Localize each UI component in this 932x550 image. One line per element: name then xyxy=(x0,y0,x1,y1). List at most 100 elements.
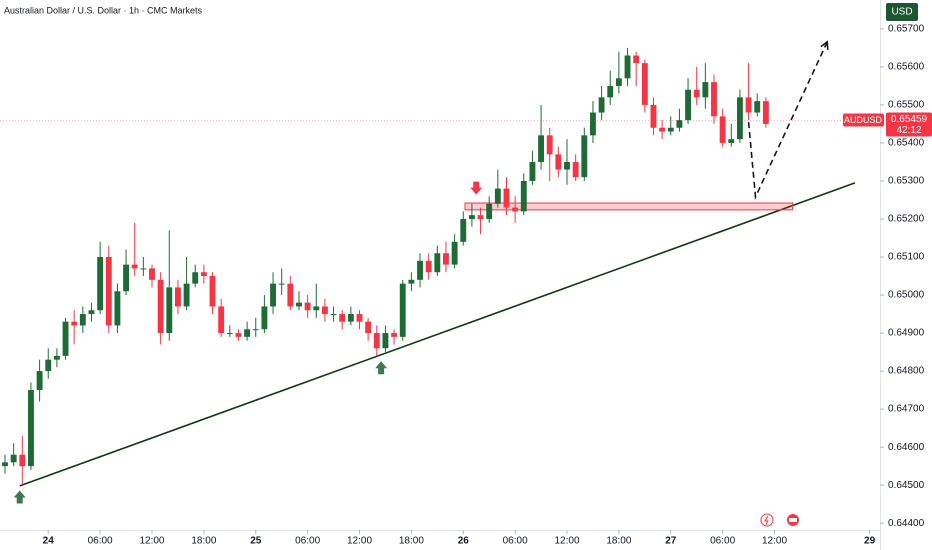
candle-body xyxy=(278,283,285,285)
y-tick-label: 0.64600 xyxy=(888,442,925,453)
icon xyxy=(760,513,774,527)
x-tick-label: 06:00 xyxy=(295,536,320,547)
candle-body xyxy=(503,188,510,208)
icon xyxy=(764,515,769,526)
candle-body xyxy=(149,268,155,280)
candle-body xyxy=(520,180,527,212)
symbol-tag xyxy=(843,113,884,127)
x-tick-label: 26 xyxy=(458,536,470,547)
candle-body xyxy=(512,207,519,212)
candle-body xyxy=(676,120,683,128)
chart-title: Australian Dollar / U.S. Dollar · 1h · C… xyxy=(4,5,203,15)
candle-body xyxy=(468,215,475,219)
arrow xyxy=(375,361,388,375)
y-tick-label: 0.65700 xyxy=(888,24,925,35)
candle-body xyxy=(209,276,216,307)
candle-body xyxy=(114,291,121,326)
candle-body xyxy=(451,241,458,265)
candle-body xyxy=(347,314,354,322)
candle-body xyxy=(736,97,743,140)
projection xyxy=(747,41,828,200)
y-tick-label: 0.65000 xyxy=(888,290,925,301)
y-tick-label: 0.64900 xyxy=(888,328,925,339)
arrow xyxy=(470,181,483,195)
candle-body xyxy=(667,127,674,132)
candle-body xyxy=(486,203,493,219)
x-tick-label: 06:00 xyxy=(710,536,735,547)
candle-body xyxy=(166,287,173,334)
y-tick-label: 0.65600 xyxy=(888,62,925,73)
candle-body xyxy=(365,321,372,334)
candle-body xyxy=(339,314,346,322)
candle-body xyxy=(581,135,588,178)
candle-body xyxy=(590,112,596,136)
candle-body xyxy=(131,264,138,269)
candle-body xyxy=(443,253,449,265)
candle-body xyxy=(62,321,69,356)
y-tick-label: 0.64800 xyxy=(888,366,925,377)
x-tick-label: 29 xyxy=(864,536,876,547)
candle-body xyxy=(192,272,199,284)
icons xyxy=(760,513,799,527)
candle-body xyxy=(36,371,43,391)
candle-body xyxy=(235,333,242,337)
candle-body xyxy=(711,82,717,117)
x-tick-label: 27 xyxy=(665,536,677,547)
candle-body xyxy=(659,127,666,132)
candle-body xyxy=(2,462,8,467)
candle-body xyxy=(546,135,553,155)
candle-body xyxy=(633,55,640,64)
candle-body xyxy=(641,63,648,105)
candle-body xyxy=(218,306,225,334)
candle-body xyxy=(296,302,302,307)
candle-body xyxy=(53,355,60,360)
candle-body xyxy=(313,306,320,311)
candle-body xyxy=(624,55,631,79)
x-tick-label: 06:00 xyxy=(503,536,528,547)
candle-body xyxy=(555,154,562,170)
candle-body xyxy=(572,161,579,178)
candle-body xyxy=(434,253,441,273)
x-tick-label: 18:00 xyxy=(399,536,424,547)
candle-body xyxy=(702,82,709,98)
candle-body xyxy=(244,329,251,337)
candle-body xyxy=(693,89,700,98)
candle-body xyxy=(538,135,545,162)
y-tick-label: 0.64700 xyxy=(888,404,925,415)
arrow xyxy=(13,490,26,504)
candle-body xyxy=(564,161,570,170)
y-tick-label: 0.65300 xyxy=(888,176,925,187)
icon xyxy=(789,518,797,522)
candle-body xyxy=(356,314,363,322)
candle-body xyxy=(477,215,484,219)
candle-body xyxy=(252,329,259,331)
candle-body xyxy=(28,390,34,467)
candle-body xyxy=(607,85,614,98)
candle-body xyxy=(200,272,207,277)
candle-body xyxy=(399,283,406,337)
candle-body xyxy=(270,283,276,307)
candle-body xyxy=(373,333,380,349)
candle-body xyxy=(330,314,337,316)
candle-body xyxy=(754,101,761,113)
candle-body xyxy=(650,104,657,128)
trendline xyxy=(19,182,856,487)
candle-body xyxy=(529,161,536,181)
x-tick-label: 06:00 xyxy=(88,536,113,547)
candle-body xyxy=(408,279,415,284)
x-tick-label: 12:00 xyxy=(554,536,579,547)
x-tick-label: 18:00 xyxy=(191,536,216,547)
candle-body xyxy=(685,89,691,121)
y-tick-label: 0.65200 xyxy=(888,214,925,225)
symbol-label: AUDUSD xyxy=(844,115,883,125)
y-tick-label: 0.64400 xyxy=(888,518,925,529)
x-tick-label: 12:00 xyxy=(762,536,787,547)
x-tick-label: 25 xyxy=(250,536,262,547)
y-tick-label: 0.65100 xyxy=(888,252,925,263)
y-tick-label: 0.64500 xyxy=(888,480,925,491)
price-label: 0.65459 xyxy=(891,114,928,125)
candle-body xyxy=(79,314,86,326)
candle-body xyxy=(719,116,726,143)
candle-body xyxy=(598,97,605,113)
